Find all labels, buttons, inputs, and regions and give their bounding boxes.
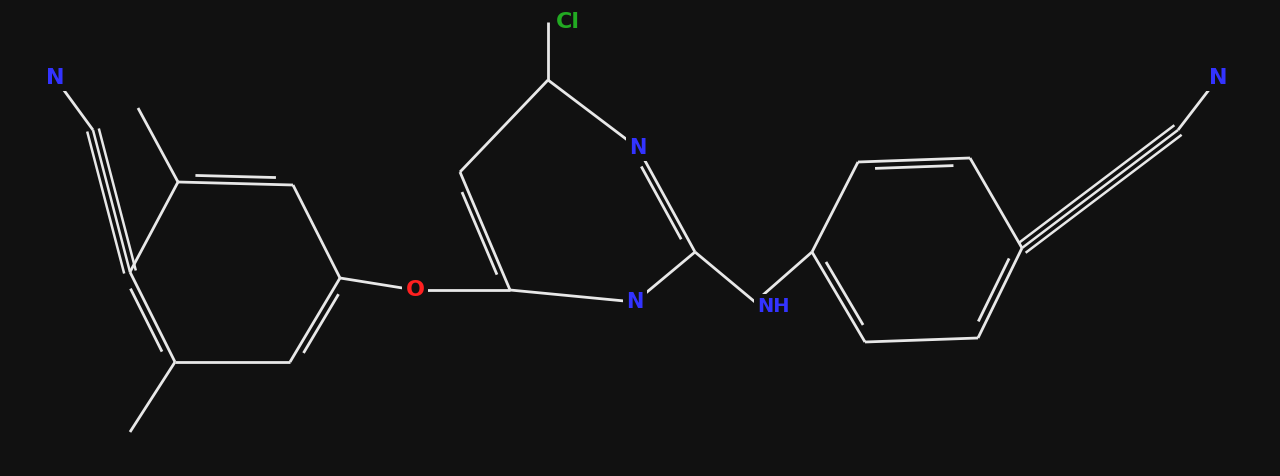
Text: N: N: [46, 68, 64, 88]
Text: NH: NH: [756, 297, 790, 316]
Text: Cl: Cl: [556, 12, 580, 32]
Text: O: O: [406, 280, 425, 300]
Text: N: N: [630, 138, 646, 158]
Text: N: N: [1208, 68, 1228, 88]
Text: N: N: [626, 292, 644, 312]
